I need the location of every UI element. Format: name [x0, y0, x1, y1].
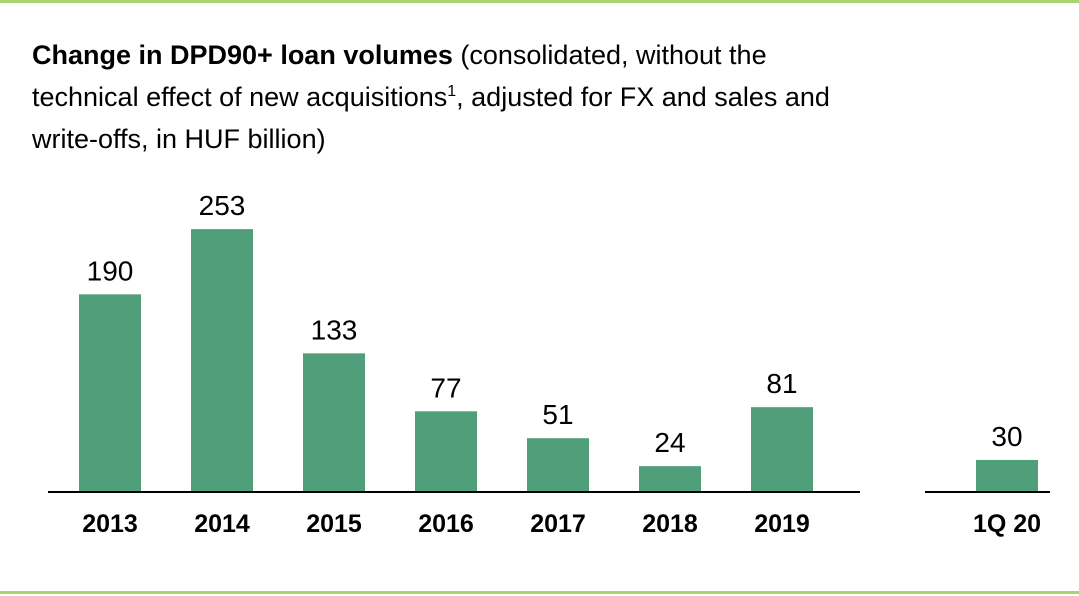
bar — [639, 466, 701, 491]
x-tick-label: 2014 — [194, 510, 250, 538]
x-tick-label: 2015 — [306, 510, 362, 538]
bar — [527, 438, 589, 491]
x-tick-label: 2019 — [754, 510, 810, 538]
title-bold: Change in DPD90+ loan volumes — [32, 40, 453, 70]
bar — [191, 229, 253, 491]
bar — [303, 353, 365, 491]
value-label: 30 — [991, 421, 1022, 452]
bar — [976, 459, 1038, 491]
subtitle-end: , adjusted for FX and sales and write-of… — [32, 82, 830, 154]
footnote-mark: 1 — [447, 83, 457, 100]
value-label: 77 — [430, 372, 461, 403]
bar — [751, 407, 813, 491]
x-tick-label: 2013 — [82, 510, 138, 538]
value-label: 133 — [311, 314, 358, 345]
x-tick-label: 2018 — [642, 510, 698, 538]
x-tick-label: 2016 — [418, 510, 474, 538]
x-tick-label: 1Q 20 — [973, 510, 1041, 538]
bar — [79, 294, 141, 491]
value-label: 253 — [199, 190, 246, 221]
value-label: 190 — [87, 255, 134, 286]
value-label: 81 — [766, 368, 797, 399]
subtitle: (consolidated, without the technical eff… — [32, 40, 767, 112]
bar — [415, 411, 477, 491]
x-tick-label: 2017 — [530, 510, 586, 538]
value-label: 51 — [542, 399, 573, 430]
chart-title: Change in DPD90+ loan volumes (consolida… — [32, 34, 842, 160]
value-label: 24 — [654, 427, 685, 458]
